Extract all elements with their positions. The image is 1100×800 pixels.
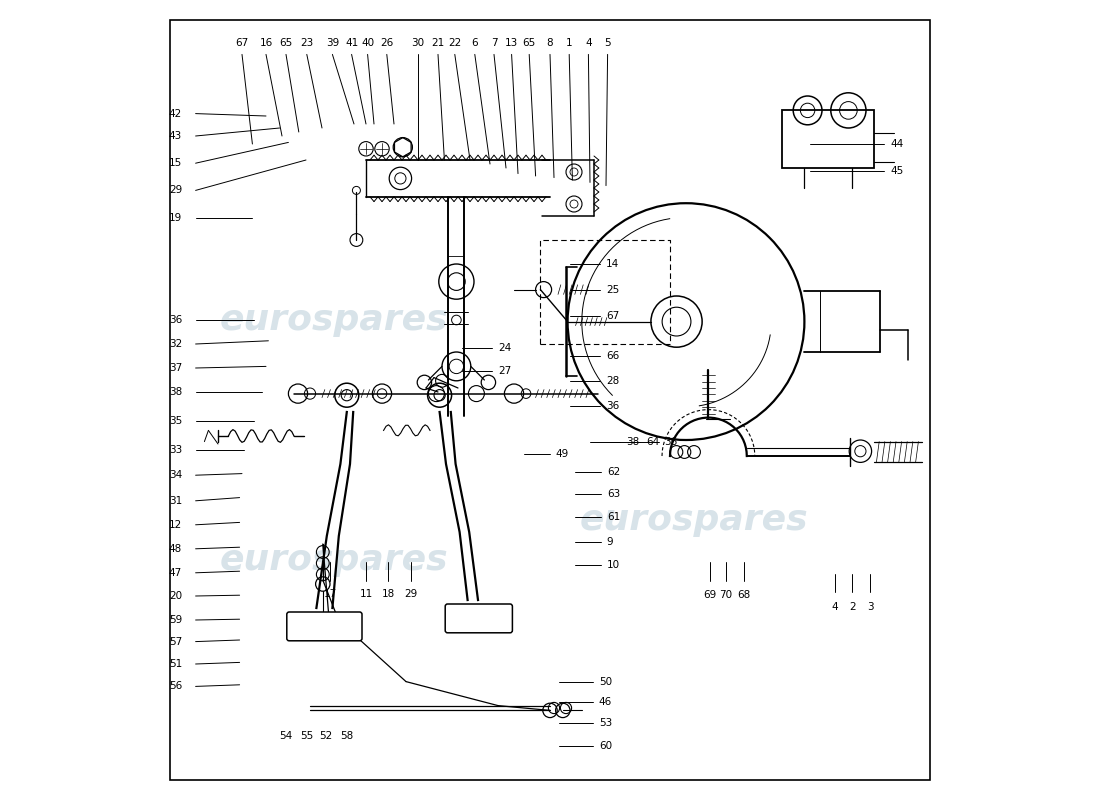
Text: 1: 1	[565, 38, 572, 48]
Text: 67: 67	[235, 38, 249, 48]
Text: 29: 29	[404, 589, 417, 598]
Text: 51: 51	[168, 659, 182, 669]
Text: 36: 36	[664, 437, 678, 446]
Text: 26: 26	[381, 38, 394, 48]
FancyBboxPatch shape	[287, 612, 362, 641]
Text: 7: 7	[491, 38, 497, 48]
Text: 64: 64	[646, 437, 659, 446]
Text: 46: 46	[598, 698, 612, 707]
Text: 18: 18	[382, 589, 395, 598]
Text: 19: 19	[168, 213, 182, 222]
Text: 40: 40	[361, 38, 374, 48]
Text: 15: 15	[168, 158, 182, 168]
Text: 65: 65	[522, 38, 536, 48]
Text: 43: 43	[168, 131, 182, 141]
Text: 56: 56	[168, 682, 182, 691]
Text: 66: 66	[606, 351, 619, 361]
Text: 39: 39	[326, 38, 339, 48]
Text: 38: 38	[168, 387, 182, 397]
Text: 33: 33	[168, 445, 182, 454]
Text: 34: 34	[168, 470, 182, 480]
Text: 63: 63	[607, 489, 620, 498]
Text: 28: 28	[606, 376, 619, 386]
Text: 52: 52	[319, 731, 332, 741]
Text: 49: 49	[556, 450, 569, 459]
Text: 50: 50	[598, 677, 612, 686]
Text: 14: 14	[606, 259, 619, 269]
Text: 70: 70	[719, 590, 733, 600]
Text: 44: 44	[890, 139, 903, 149]
Text: 8: 8	[547, 38, 553, 48]
Text: 12: 12	[168, 520, 182, 530]
Text: 68: 68	[737, 590, 750, 600]
Text: 59: 59	[168, 615, 182, 625]
Text: 6: 6	[472, 38, 478, 48]
Text: 53: 53	[598, 718, 612, 728]
Text: 65: 65	[279, 38, 293, 48]
Text: 9: 9	[607, 538, 614, 547]
FancyBboxPatch shape	[782, 110, 874, 168]
Text: 29: 29	[168, 186, 182, 195]
Text: 58: 58	[340, 731, 353, 741]
Text: 42: 42	[168, 109, 182, 118]
Text: 69: 69	[703, 590, 716, 600]
FancyBboxPatch shape	[446, 604, 513, 633]
Text: 45: 45	[890, 166, 903, 176]
Text: 35: 35	[168, 416, 182, 426]
Text: 4: 4	[832, 602, 838, 611]
Text: 13: 13	[505, 38, 518, 48]
Text: 4: 4	[585, 38, 592, 48]
Text: 20: 20	[169, 591, 182, 601]
Text: 23: 23	[300, 38, 313, 48]
Text: 60: 60	[598, 741, 612, 750]
Text: 57: 57	[168, 637, 182, 646]
Text: 11: 11	[360, 589, 373, 598]
Text: 47: 47	[168, 568, 182, 578]
Text: 37: 37	[168, 363, 182, 373]
Text: 24: 24	[498, 343, 512, 353]
Text: 2: 2	[849, 602, 856, 611]
Text: 36: 36	[606, 402, 619, 411]
Text: 54: 54	[279, 731, 293, 741]
Text: eurospares: eurospares	[220, 543, 449, 577]
Text: 22: 22	[448, 38, 461, 48]
Text: eurospares: eurospares	[220, 303, 449, 337]
Text: 21: 21	[431, 38, 444, 48]
Text: 31: 31	[168, 496, 182, 506]
Text: 5: 5	[604, 38, 611, 48]
Text: 41: 41	[345, 38, 359, 48]
Text: 32: 32	[168, 339, 182, 349]
Text: 27: 27	[498, 366, 512, 376]
Text: 30: 30	[411, 38, 425, 48]
Text: 3: 3	[867, 602, 873, 611]
Text: 38: 38	[626, 437, 639, 446]
Text: 55: 55	[300, 731, 313, 741]
Text: 62: 62	[607, 467, 620, 477]
Text: 25: 25	[606, 285, 619, 294]
Text: 61: 61	[607, 512, 620, 522]
Text: 17: 17	[323, 589, 337, 598]
Text: 67: 67	[606, 311, 619, 321]
Text: 16: 16	[260, 38, 273, 48]
Text: eurospares: eurospares	[580, 503, 808, 537]
Text: 48: 48	[168, 544, 182, 554]
Text: 10: 10	[607, 560, 620, 570]
Text: 36: 36	[168, 315, 182, 325]
